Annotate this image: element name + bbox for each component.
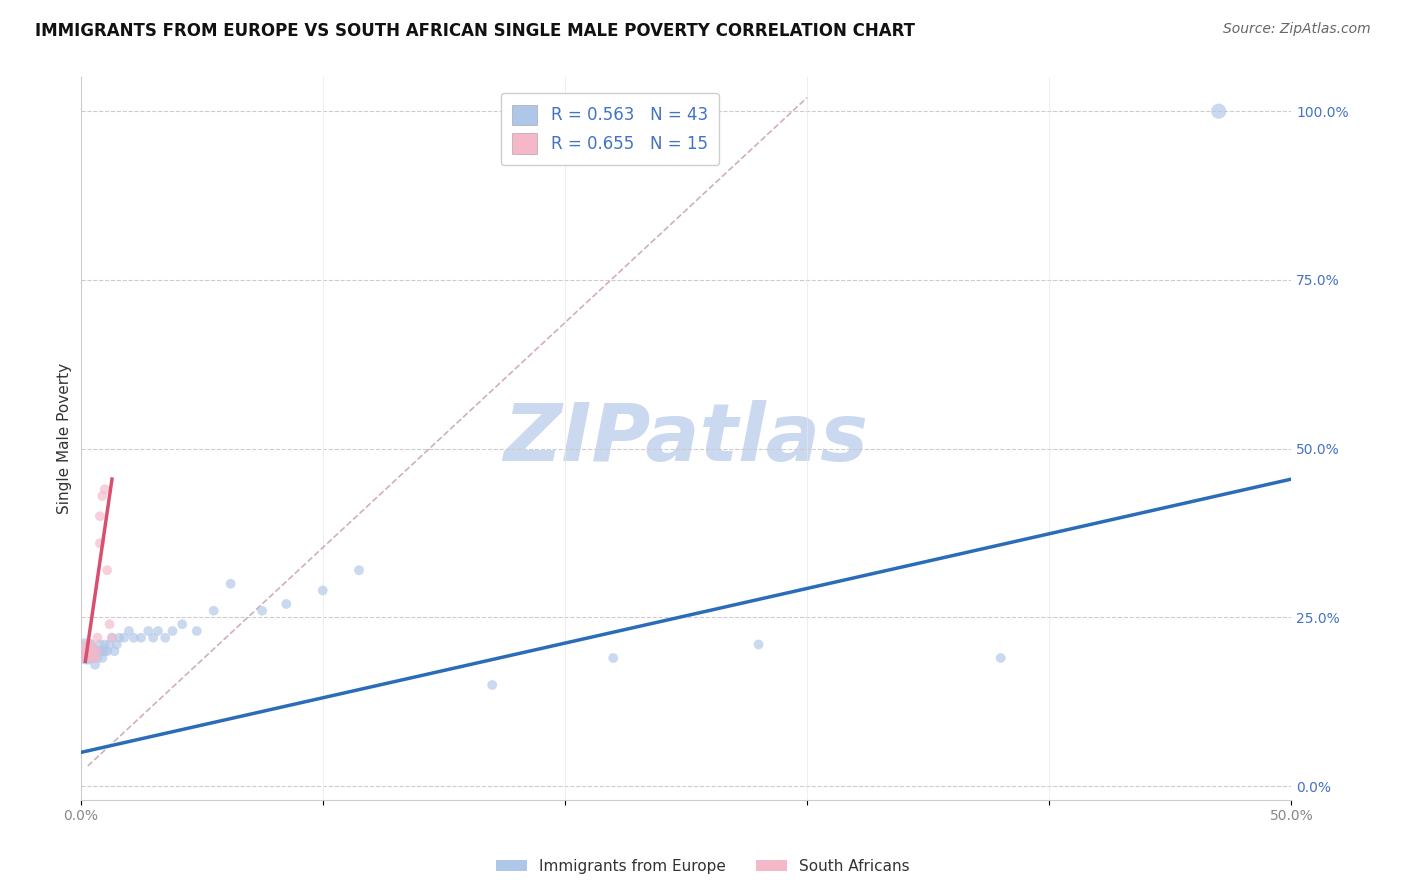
Point [86,644,108,658]
Point [162,624,184,638]
Point [82,644,104,658]
Point [990,651,1012,665]
Point [219,576,242,591]
Text: Source: ZipAtlas.com: Source: ZipAtlas.com [1223,22,1371,37]
Point [748,638,770,652]
Point [101,631,124,645]
Point [136,624,159,638]
Legend: R = 0.563   N = 43, R = 0.655   N = 15: R = 0.563 N = 43, R = 0.655 N = 15 [501,93,720,165]
Point [108,631,131,645]
Point [93,644,115,658]
Point [98,617,121,632]
Point [142,631,165,645]
Point [79,638,101,652]
Legend: Immigrants from Europe, South Africans: Immigrants from Europe, South Africans [491,853,915,880]
Point [86,644,108,658]
Point [1208,104,1230,119]
Point [98,638,121,652]
Point [96,644,118,658]
Point [82,651,104,665]
Point [82,651,104,665]
Point [76,644,98,658]
Y-axis label: Single Male Poverty: Single Male Poverty [58,363,72,514]
Point [89,638,111,652]
Point [91,644,114,658]
Point [276,597,298,611]
Point [481,678,503,692]
Point [155,631,177,645]
Point [82,644,104,658]
Point [129,631,152,645]
Point [86,631,108,645]
Point [105,638,128,652]
Point [172,617,194,632]
Point [75,644,97,658]
Point [91,489,114,503]
Point [250,604,273,618]
Point [112,631,135,645]
Point [89,644,111,658]
Point [79,638,101,652]
Point [186,624,208,638]
Point [122,631,145,645]
Point [89,536,111,550]
Point [118,624,141,638]
Point [93,482,115,496]
Point [75,644,97,658]
Point [76,651,98,665]
Point [84,657,107,672]
Point [347,563,370,577]
Text: IMMIGRANTS FROM EUROPE VS SOUTH AFRICAN SINGLE MALE POVERTY CORRELATION CHART: IMMIGRANTS FROM EUROPE VS SOUTH AFRICAN … [35,22,915,40]
Point [602,651,624,665]
Text: ZIPatlas: ZIPatlas [503,400,869,477]
Point [89,509,111,524]
Point [101,631,124,645]
Point [312,583,335,598]
Point [146,624,169,638]
Point [84,644,107,658]
Point [96,563,118,577]
Point [202,604,225,618]
Point [103,644,125,658]
Point [86,651,108,665]
Point [84,651,107,665]
Point [93,638,115,652]
Point [91,651,114,665]
